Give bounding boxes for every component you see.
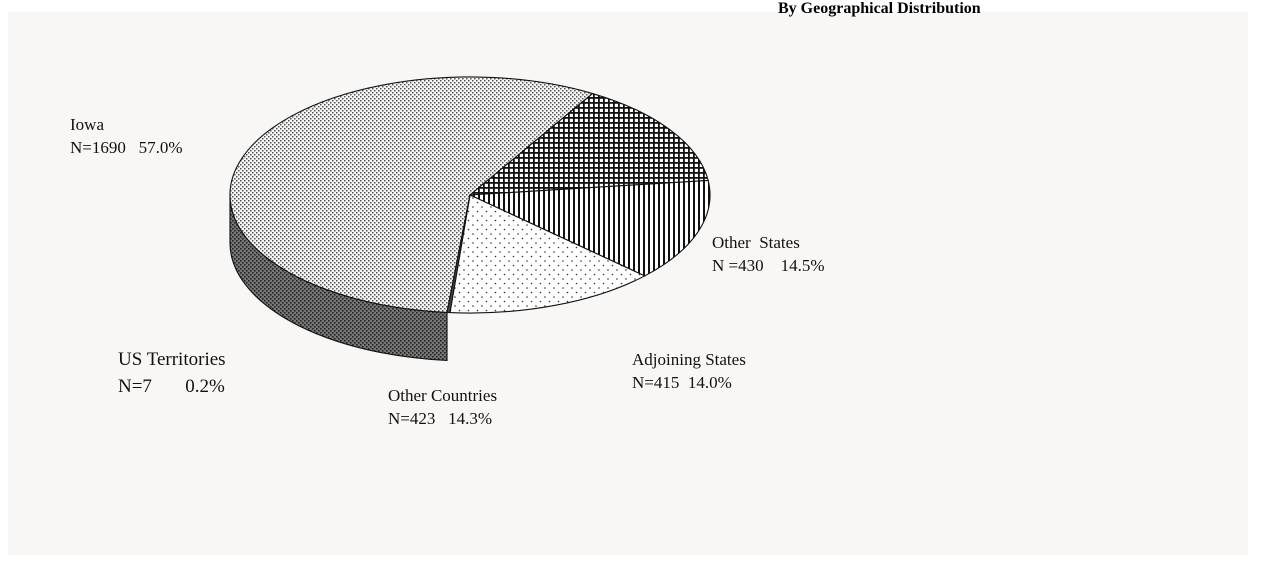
- label-other-states-stats: N =430 14.5%: [712, 256, 825, 275]
- label-us-territories-name: US Territories: [118, 349, 226, 370]
- chart-area: By Geographical Distribution: [8, 0, 1248, 555]
- label-other-countries-stats: N=423 14.3%: [388, 409, 493, 428]
- pie-chart: [229, 76, 711, 362]
- label-us-territories: US Territories N=7 0.2%: [118, 346, 226, 400]
- label-us-territories-stats: N=7 0.2%: [118, 376, 225, 397]
- label-other-states: Other States N =430 14.5%: [712, 231, 825, 277]
- label-adjoining-states-stats: N=415 14.0%: [632, 373, 732, 392]
- pie-slice-other-countries: [449, 194, 646, 314]
- label-iowa: Iowa N=1690 57.0%: [70, 113, 183, 159]
- pie-slice-adjoining-states: [469, 179, 711, 277]
- label-other-states-name: Other States: [712, 233, 800, 252]
- label-adjoining-states: Adjoining States N=415 14.0%: [632, 348, 746, 394]
- pie-slice-iowa: [229, 76, 594, 314]
- label-adjoining-states-name: Adjoining States: [632, 350, 746, 369]
- chart-title: By Geographical Distribution: [778, 0, 981, 17]
- pie-slice-other-states: [468, 92, 709, 196]
- pie-slice-us-territories: [446, 194, 471, 314]
- label-other-countries: Other Countries N=423 14.3%: [388, 384, 497, 430]
- pie-tops: [229, 76, 711, 314]
- label-iowa-stats: N=1690 57.0%: [70, 138, 183, 157]
- label-other-countries-name: Other Countries: [388, 386, 498, 405]
- label-iowa-name: Iowa: [70, 115, 104, 134]
